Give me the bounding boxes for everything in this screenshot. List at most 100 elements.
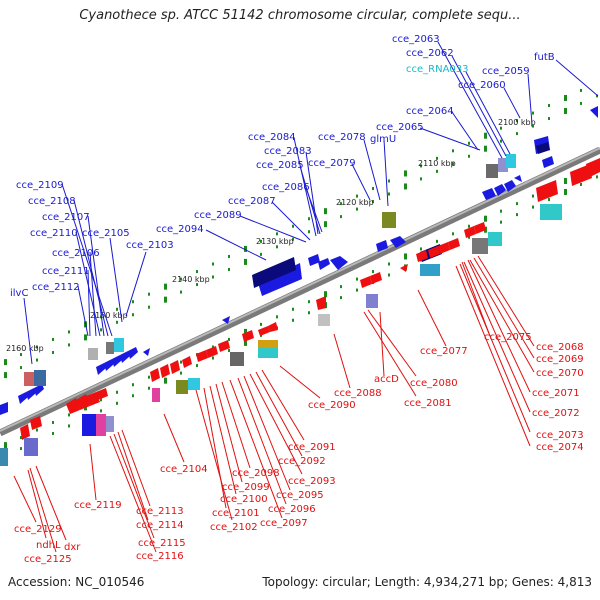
kbp-label: 2150 kbp: [90, 311, 128, 320]
gene-label: ilvC: [10, 288, 28, 299]
gene-label: ndhL: [36, 540, 61, 551]
gene-fwd: [308, 254, 320, 266]
gene-label: cce_2114: [136, 520, 184, 531]
tick-mark: [116, 390, 118, 394]
gene-label: cce_2110: [30, 228, 78, 239]
gene-label: cce_2090: [308, 400, 356, 411]
gene-label: cce_RNA033: [406, 64, 469, 75]
tick-mark: [4, 359, 7, 366]
gene-label: cce_2088: [334, 388, 382, 399]
tick-mark: [468, 154, 470, 158]
gene-fwd: [112, 355, 122, 367]
tick-mark: [340, 215, 342, 219]
tick-mark: [372, 200, 374, 204]
gene-rev: [160, 364, 170, 378]
tick-mark: [388, 179, 390, 183]
accession-text: Accession: NC_010546: [8, 575, 145, 589]
tick-mark: [100, 398, 102, 402]
tick-mark: [532, 205, 534, 209]
tick-mark: [196, 283, 198, 287]
tick-mark: [164, 377, 167, 384]
tick-mark: [180, 277, 182, 281]
gene-fwd: [96, 363, 106, 375]
tick-mark: [404, 183, 407, 190]
tick-mark: [244, 258, 247, 265]
tick-mark: [356, 194, 358, 198]
tick-mark: [228, 254, 230, 258]
kbp-label: 2160 kbp: [6, 344, 44, 353]
tick-mark: [180, 371, 182, 375]
gene-label: cce_2072: [532, 408, 580, 419]
gene-label: cce_2060: [458, 80, 506, 91]
tick-mark: [148, 375, 150, 379]
tick-mark: [516, 119, 518, 123]
tick-mark: [340, 296, 342, 300]
gene-label: cce_2074: [536, 442, 584, 453]
gene-rev: [196, 350, 208, 362]
tick-mark: [68, 330, 70, 334]
gene-label: cce_2059: [482, 66, 530, 77]
gene-label: cce_2081: [404, 398, 452, 409]
gene-label: cce_2129: [14, 524, 62, 535]
tick-mark: [68, 413, 70, 417]
chromosome-backbone: [0, 146, 600, 437]
tick-mark: [276, 245, 278, 249]
gene-rev: [428, 246, 440, 258]
gene-label: cce_2103: [126, 240, 174, 251]
gene-rev: [76, 394, 90, 410]
gene-fwd: [120, 351, 130, 363]
tick-mark: [52, 350, 54, 354]
gene-rev: [536, 180, 558, 202]
tick-mark: [548, 117, 550, 121]
gene-rev: [316, 296, 326, 310]
tick-mark: [340, 202, 342, 206]
tick-mark: [148, 292, 150, 296]
tick-mark: [276, 232, 278, 236]
tick-mark: [452, 162, 454, 166]
tick-mark: [516, 202, 518, 206]
tick-mark: [324, 208, 327, 215]
tick-mark: [180, 360, 182, 364]
gene-fwd: [104, 359, 114, 371]
gene-label: cce_2085: [256, 160, 304, 171]
bottom-connectors: [13, 255, 535, 553]
gene-rev: [586, 158, 600, 178]
tick-mark: [244, 339, 247, 346]
tick-mark: [260, 239, 262, 243]
gene-rev: [206, 346, 218, 358]
tick-mark: [212, 345, 214, 349]
tick-mark: [20, 447, 22, 451]
gene-label: cce_2094: [156, 224, 204, 235]
tick-mark: [116, 320, 118, 324]
kbp-label: 2140 kbp: [172, 275, 210, 284]
tick-mark: [580, 101, 582, 105]
tick-mark: [452, 232, 454, 236]
tick-mark: [292, 318, 294, 322]
tick-mark: [228, 267, 230, 271]
gene-rev: [20, 424, 30, 440]
gene-label: cce_2116: [136, 551, 184, 562]
gene-label: cce_2084: [248, 132, 296, 143]
tick-mark: [148, 386, 150, 390]
tick-mark: [180, 290, 182, 294]
tick-mark: [404, 253, 407, 260]
tick-mark: [468, 235, 470, 239]
tick-mark: [100, 328, 102, 332]
gene-label: glmU: [370, 134, 396, 145]
tick-mark: [132, 394, 134, 398]
tick-mark: [68, 424, 70, 428]
tick-mark: [468, 224, 470, 228]
top-gene-labels: cce_2063 cce_2062 cce_RNA033 futB cce_20…: [10, 34, 555, 299]
tick-mark: [564, 188, 567, 195]
tick-mark: [532, 124, 534, 128]
gene-label: cce_2105: [82, 228, 130, 239]
tick-mark: [148, 305, 150, 309]
tick-mark: [388, 273, 390, 277]
feature-boxes: [0, 154, 562, 466]
gene-fwd: [26, 388, 36, 400]
top-connectors: [23, 41, 599, 365]
tick-mark: [404, 170, 407, 177]
gene-fwd: [542, 156, 554, 168]
gene-rev: [150, 368, 160, 382]
